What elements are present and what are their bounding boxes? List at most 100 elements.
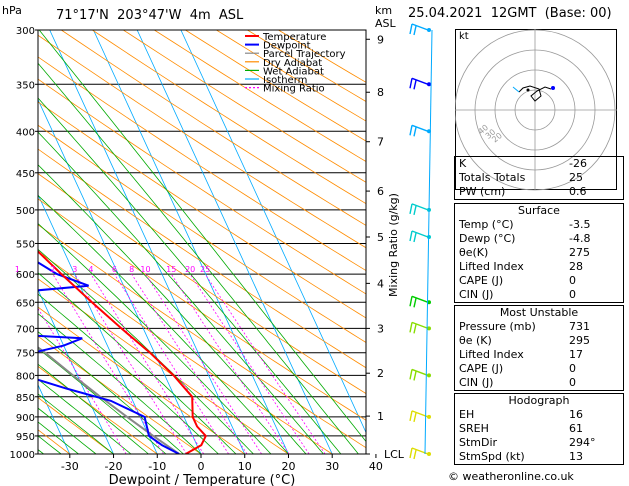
hodograph-kt-label: kt <box>459 31 469 42</box>
pressure-tick-label: 550 <box>16 239 35 250</box>
pressure-tick-label: 1000 <box>10 450 35 461</box>
stmdir-label: StmDir <box>459 436 498 449</box>
surface-cape-value: 0 <box>569 274 576 287</box>
wet-adiabat <box>38 363 149 454</box>
dry-adiabat <box>38 224 366 449</box>
pressure-tick-label: 750 <box>16 349 35 360</box>
k-value: -26 <box>569 157 587 170</box>
surface-cin-value: 0 <box>569 288 576 301</box>
surface-temp-label: Temp (°C) <box>459 218 514 231</box>
wet-adiabat <box>38 131 324 454</box>
wet-adiabat <box>38 421 79 454</box>
mixing-ratio-label: 4 <box>88 265 93 274</box>
wind-barb-feather <box>413 298 417 308</box>
mu-cape-value: 0 <box>569 362 576 375</box>
wind-barb-shaft <box>411 77 429 85</box>
parcel-trajectory <box>38 346 180 454</box>
wind-barb-feather <box>413 127 417 137</box>
dry-adiabat <box>38 78 366 295</box>
x-tick-label: 30 <box>325 460 339 473</box>
mixing-ratio-label: 8 <box>129 265 134 274</box>
dewpoint-profile <box>38 261 180 454</box>
wet-adiabat <box>38 223 272 454</box>
mixing-ratio-line <box>145 273 262 454</box>
pressure-tick-label: 500 <box>16 206 35 217</box>
mu-thetae-value: 295 <box>569 334 590 347</box>
km-tick-label: 6 <box>377 185 384 198</box>
km-tick-label: 4 <box>377 277 384 290</box>
wind-barb-shaft <box>411 447 429 455</box>
most-unstable-table: Most Unstable Pressure (mb) 731 θe (K) 295… <box>454 305 624 391</box>
mu-li-value: 17 <box>569 348 583 361</box>
pressure-tick-label: 950 <box>16 432 35 443</box>
wind-barb-shaft <box>411 124 429 132</box>
wind-barb-feather <box>413 80 417 90</box>
wind-barb-shaft <box>411 23 429 31</box>
wind-barb-dot <box>427 326 431 331</box>
stmspd-label: StmSpd (kt) <box>459 450 525 463</box>
wind-barb-feather <box>409 23 413 35</box>
pressure-tick-label: 300 <box>16 26 35 37</box>
wet-adiabat <box>38 164 307 454</box>
pressure-tick-label: 650 <box>16 298 35 309</box>
wet-adiabat <box>38 30 366 443</box>
wind-barb <box>409 124 431 137</box>
mu-pressure-value: 731 <box>569 320 590 333</box>
surface-li-value: 28 <box>569 260 583 273</box>
tt-label: Totals Totals <box>459 171 526 184</box>
x-tick-label: 40 <box>369 460 383 473</box>
mixing-ratio-label: 15 <box>166 265 176 274</box>
pressure-tick-label: 800 <box>16 371 35 382</box>
mixing-ratio-line <box>74 273 187 454</box>
hodograph-trace <box>518 85 552 102</box>
dry-adiabat <box>91 30 366 205</box>
legend-label: Wet Adiabat <box>263 66 324 77</box>
wet-adiabat <box>38 248 254 454</box>
mixing-ratio-label: 25 <box>200 265 210 274</box>
legend-label: Dry Adiabat <box>263 58 322 69</box>
wind-barb-shaft <box>411 321 429 330</box>
sreh-label: SREH <box>459 422 489 435</box>
copyright: © weatheronline.co.uk <box>448 470 574 483</box>
mu-cin-label: CIN (J) <box>459 376 494 389</box>
mixing-ratio-line <box>170 273 290 454</box>
x-tick-label: 10 <box>238 460 252 473</box>
mu-heading: Most Unstable <box>499 306 579 319</box>
wind-axis-line <box>424 29 433 455</box>
dry-adiabat <box>38 250 333 454</box>
mixing-ratio-line <box>90 273 205 454</box>
wind-barb-feather <box>409 447 413 459</box>
mu-cape-label: CAPE (J) <box>459 362 504 375</box>
mixing-ratio-label: 2 <box>50 265 55 274</box>
wind-barb <box>409 447 431 460</box>
dry-adiabat <box>153 30 366 162</box>
hodograph-trace-upper <box>512 86 520 93</box>
dry-adiabat <box>38 306 246 454</box>
mixing-ratio-line <box>189 273 310 454</box>
hodograph-point <box>551 86 555 90</box>
mixing-ratio-axis-label: Mixing Ratio (g/kg) <box>387 193 400 297</box>
isotherm <box>93 30 289 454</box>
legend-label: Isotherm <box>263 75 307 86</box>
surface-heading: Surface <box>518 204 560 217</box>
surface-thetae-label: θe(K) <box>459 246 489 259</box>
wind-barb <box>409 321 431 334</box>
dry-adiabat <box>38 56 366 272</box>
hpa-label: hPa <box>2 4 22 17</box>
wind-barb-feather <box>413 205 417 216</box>
temperature-profile <box>38 250 207 454</box>
dry-adiabat <box>60 30 366 226</box>
stmdir-value: 294° <box>569 436 596 449</box>
surface-thetae-value: 275 <box>569 246 590 259</box>
surface-dewp-value: -4.8 <box>569 232 591 245</box>
wind-barb-feather <box>413 371 417 381</box>
mu-thetae-label: θe (K) <box>459 334 492 347</box>
dry-adiabat <box>38 101 366 319</box>
legend-label: Parcel Trajectory <box>263 49 346 60</box>
pressure-tick-label: 600 <box>16 270 35 281</box>
pressure-tick-label: 900 <box>16 413 35 424</box>
wind-barb-shaft <box>411 230 429 238</box>
wind-barb-feather <box>413 412 417 423</box>
wet-adiabat <box>38 407 97 454</box>
